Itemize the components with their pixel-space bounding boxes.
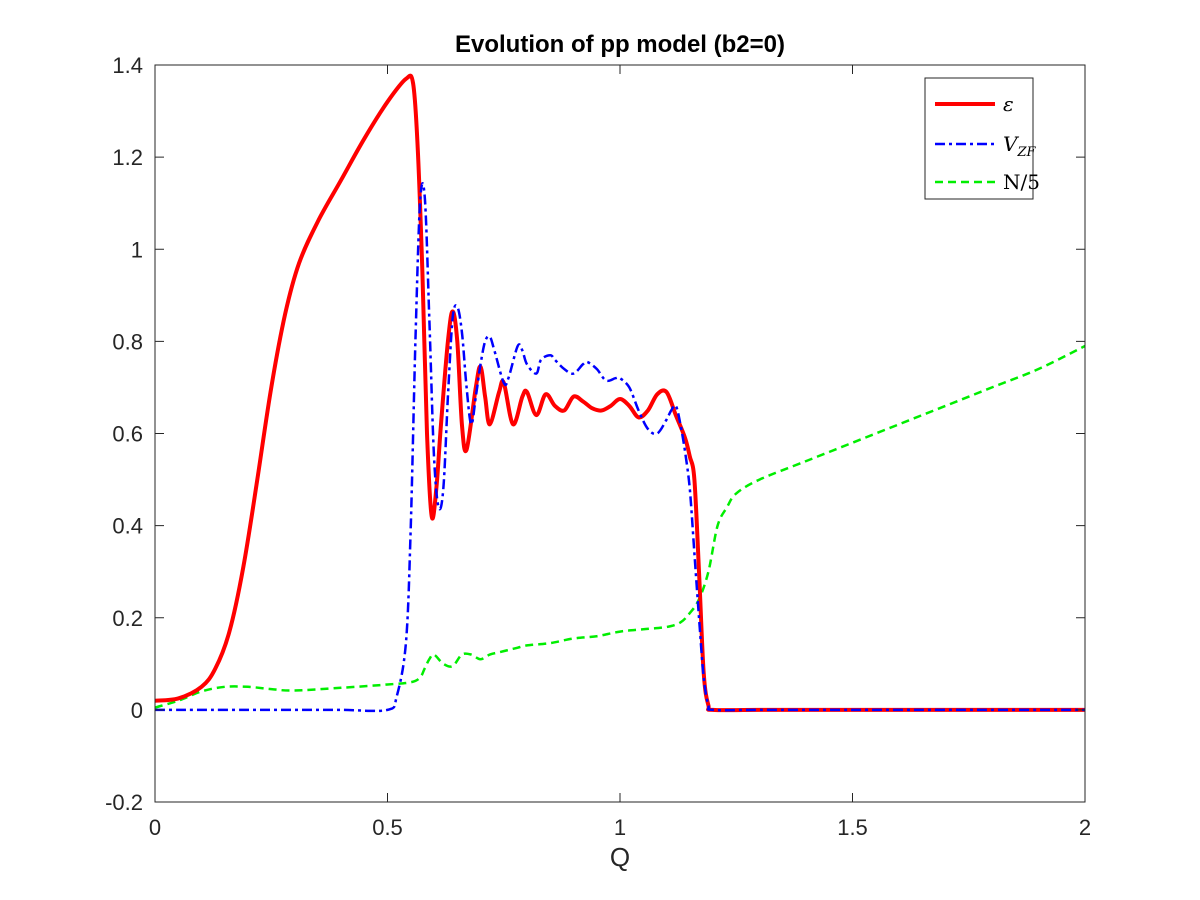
y-tick-label: 0.6 <box>112 422 143 447</box>
y-tick-label: 0.4 <box>112 514 143 539</box>
series-line-vzf <box>155 182 1085 713</box>
y-tick-label: 1 <box>131 237 143 262</box>
legend: ε VZF N/5 <box>924 77 1040 200</box>
legend-label-n5: N/5 <box>1003 170 1040 194</box>
legend-box <box>924 77 1034 200</box>
y-tick-label: 0.8 <box>112 329 143 354</box>
chart-title: Evolution of pp model (b2=0) <box>455 31 785 58</box>
legend-label-vzf-subscript: ZF <box>1016 145 1036 160</box>
x-tick-label: 0.5 <box>372 815 403 840</box>
legend-label-epsilon: ε <box>1003 92 1014 116</box>
y-tick-label: 1.2 <box>112 145 143 170</box>
y-tick-label: 1.4 <box>112 53 143 78</box>
x-tick-label: 1 <box>614 815 626 840</box>
legend-label-vzf-main: V <box>1003 132 1020 156</box>
x-axis-title: Q <box>610 842 630 872</box>
y-tick-label: 0.2 <box>112 606 143 631</box>
x-tick-label: 0 <box>149 815 161 840</box>
legend-label-vzf: VZF <box>1003 132 1036 160</box>
series-line-epsilon <box>155 73 1085 713</box>
x-tick-label: 2 <box>1079 815 1091 840</box>
x-tick-label: 1.5 <box>837 815 868 840</box>
y-tick-label: -0.2 <box>105 790 143 815</box>
series-layer <box>155 73 1085 713</box>
series-line-n5 <box>155 344 1085 709</box>
y-tick-label: 0 <box>131 698 143 723</box>
ticks-layer: 0 0.5 1 1.5 2-0.200.20.40.60.811.21.4 <box>105 53 1091 840</box>
